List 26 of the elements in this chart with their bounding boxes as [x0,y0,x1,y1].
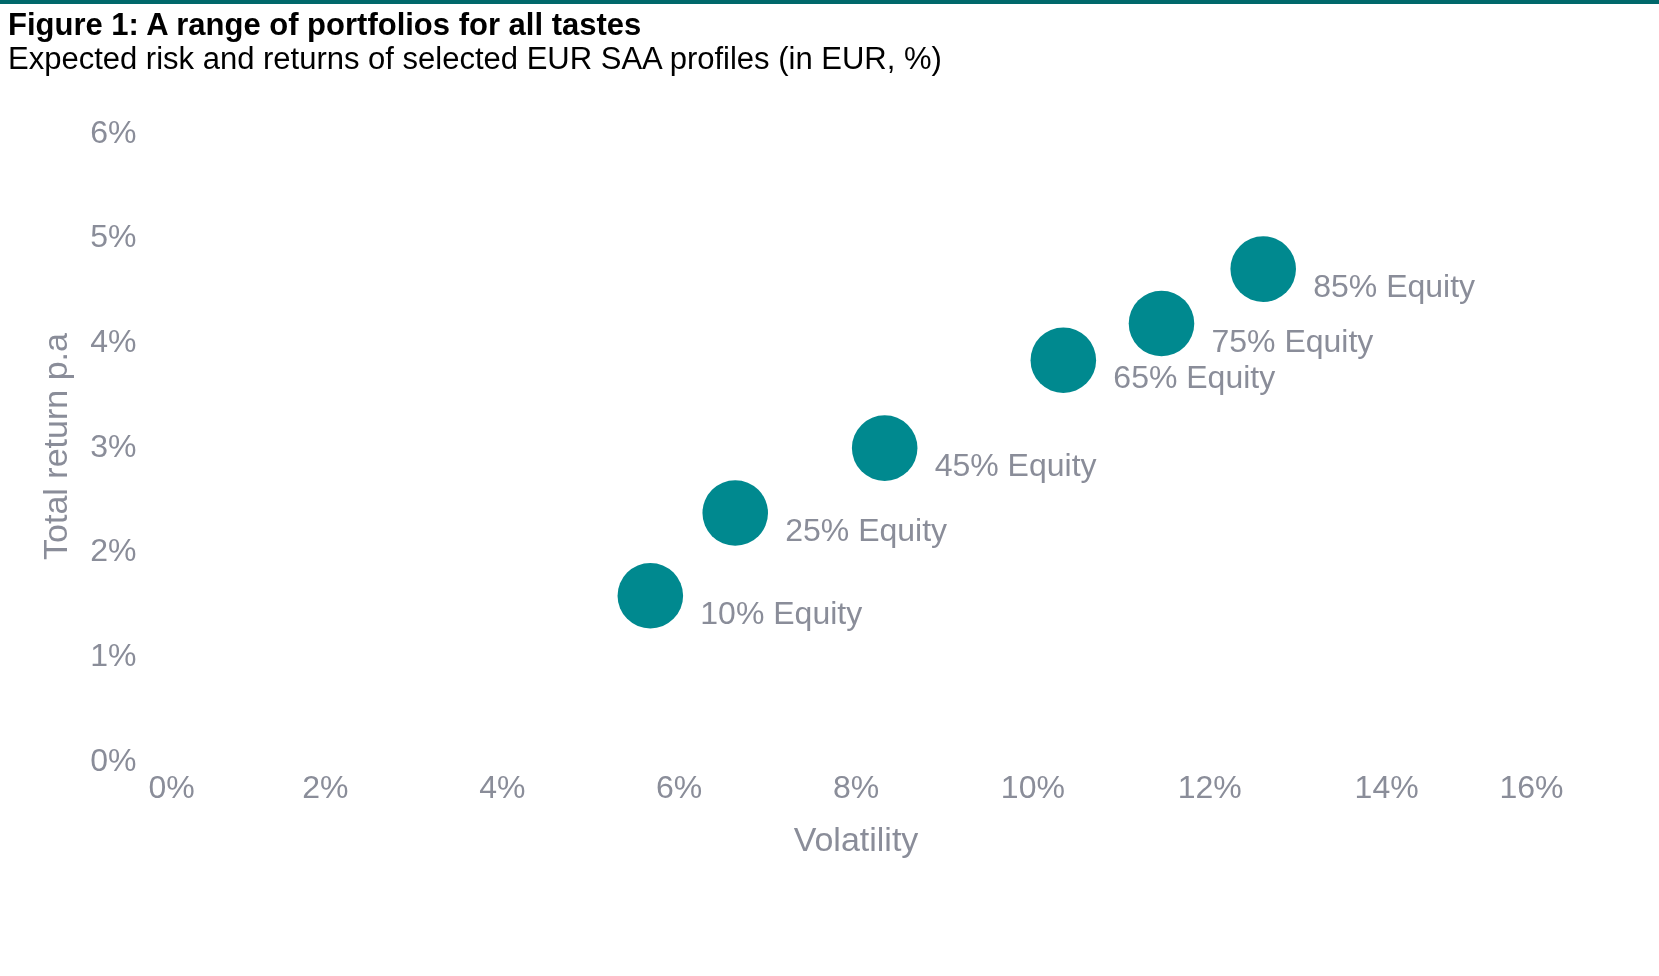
chart-subtitle: Expected risk and returns of selected EUR SAA profiles (in EUR, %) [8,41,942,76]
chart-title: Figure 1: A range of portfolios for all tastes [8,7,642,42]
y-axis-title: Total return p.a [36,333,75,560]
x-tick-label: 12% [1177,768,1242,805]
x-axis-title: Volatility [793,819,919,858]
annotation: 75% Equity [1211,322,1374,359]
y-tick-label: 0% [90,741,137,778]
x-tick-label: 4% [479,768,526,805]
x-tick-label: 0% [148,768,195,805]
y-tick-label: 2% [90,532,137,569]
y-tick-label: 1% [90,636,137,673]
y-tick-label: 6% [90,113,137,150]
x-tick-label: 10% [1000,768,1065,805]
annotation: 65% Equity [1113,359,1276,396]
x-tick-label: 14% [1354,768,1419,805]
y-tick-label: 5% [90,218,137,255]
annotation: 45% Equity [934,447,1097,484]
annotation: 85% Equity [1313,268,1476,305]
x-tick-label: 2% [302,768,349,805]
x-tick-label: 6% [656,768,703,805]
y-tick-label: 4% [90,322,137,359]
annotation: 25% Equity [785,511,948,548]
annotation: 10% Equity [700,594,863,631]
x-tick-label: 16% [1499,768,1564,805]
x-tick-label: 8% [832,768,880,805]
y-tick-label: 3% [90,427,137,464]
